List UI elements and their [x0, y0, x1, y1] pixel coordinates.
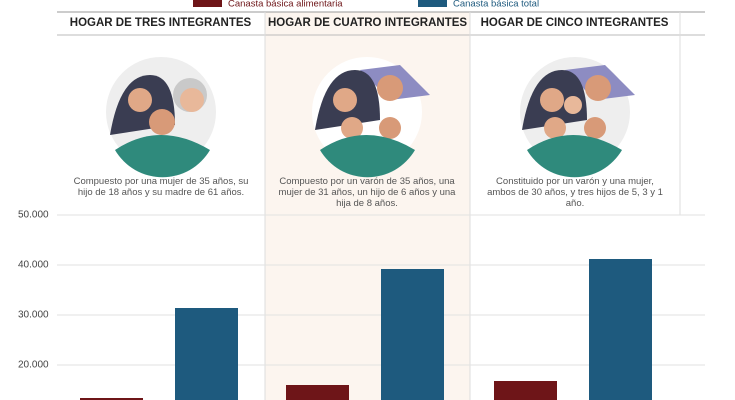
- legend-label: Canasta básica total: [453, 0, 539, 10]
- family-illustration: [312, 57, 430, 178]
- household-description: Compuesto por una mujer de 35 años, su h…: [73, 176, 249, 198]
- legend-swatch: [193, 0, 222, 7]
- bar: [589, 259, 652, 400]
- legend-label: Canasta básica alimentaria: [228, 0, 343, 10]
- y-tick-label: 40.000: [18, 260, 49, 271]
- column-header: HOGAR DE TRES INTEGRANTES: [69, 17, 252, 29]
- bar: [175, 308, 238, 400]
- column-header: HOGAR DE CINCO INTEGRANTES: [480, 17, 669, 29]
- household-description: Constituido por un varón y una mujer, am…: [487, 176, 663, 209]
- family-illustration: [106, 57, 216, 178]
- column-header: HOGAR DE CUATRO INTEGRANTES: [267, 17, 468, 29]
- family-illustration: [520, 57, 635, 178]
- legend-swatch: [418, 0, 447, 7]
- bar: [381, 269, 444, 400]
- y-tick-label: 50.000: [18, 210, 49, 221]
- household-description: Compuesto por un varón de 35 años, una m…: [278, 176, 456, 209]
- bar: [286, 385, 349, 400]
- y-tick-label: 20.000: [18, 360, 49, 371]
- bar: [494, 381, 557, 400]
- bar: [80, 398, 143, 400]
- y-tick-label: 30.000: [18, 310, 49, 321]
